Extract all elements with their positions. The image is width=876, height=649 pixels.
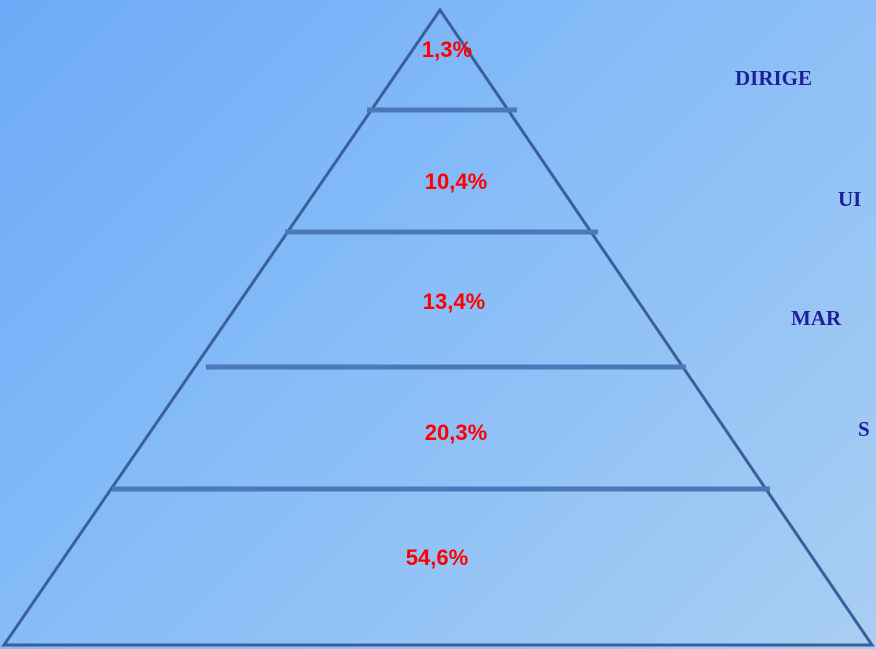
level-5-percent: 54,6% — [405, 545, 469, 570]
pyramid-outline — [1, 7, 875, 647]
level-3-percent: 13,4% — [422, 289, 486, 314]
level-3-category: MAR — [791, 306, 842, 330]
level-1-percent: 1,3% — [421, 37, 473, 62]
level-1-category: DIRIGE — [735, 66, 813, 90]
level-2-category: UI — [838, 187, 862, 211]
level-4-percent: 20,3% — [424, 420, 488, 445]
level-4-category: S — [858, 417, 870, 441]
level-2-percent: 10,4% — [424, 169, 488, 194]
